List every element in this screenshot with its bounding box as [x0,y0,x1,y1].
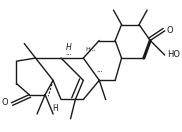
Text: H,,,: H,,, [85,47,96,52]
Text: HO: HO [167,50,180,59]
Text: ...: ... [65,50,72,56]
Text: O: O [167,26,174,36]
Text: ...: ... [97,67,103,73]
Text: H: H [66,43,72,52]
Text: Ḣ: Ḣ [52,104,58,113]
Text: O: O [1,98,8,107]
